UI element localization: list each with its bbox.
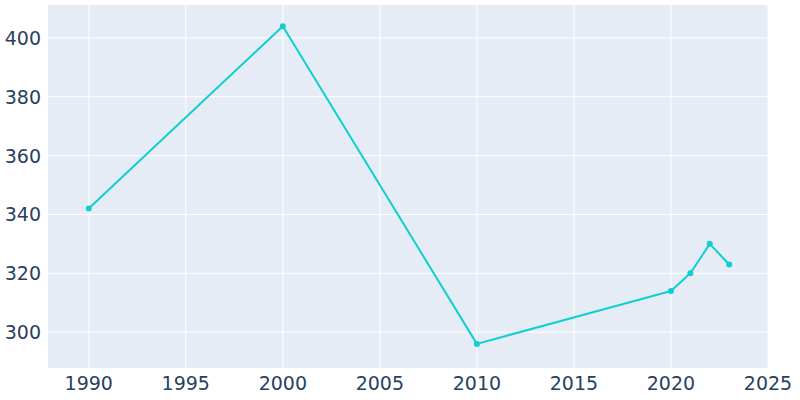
marker	[474, 341, 480, 347]
marker	[726, 261, 732, 267]
y-grid-line	[48, 96, 768, 97]
x-tick-label: 2000	[259, 372, 307, 394]
y-tick-label: 380	[5, 86, 41, 108]
marker	[668, 288, 674, 294]
y-tick-label: 400	[5, 27, 41, 49]
y-tick-label: 300	[5, 321, 41, 343]
y-tick-label: 340	[5, 203, 41, 225]
x-grid-line	[573, 5, 574, 368]
x-grid-line	[670, 5, 671, 368]
plot-background	[48, 5, 768, 368]
x-tick-label: 2010	[453, 372, 501, 394]
grid	[48, 5, 768, 368]
y-grid-line	[48, 273, 768, 274]
chart-svg: 1990 1995 2000 2005 2010 2015 2020 2025 300 320 34…	[0, 0, 800, 400]
y-grid-line	[48, 332, 768, 333]
x-tick-label: 2025	[744, 372, 792, 394]
y-grid-line	[48, 155, 768, 156]
x-grid-line	[88, 5, 89, 368]
x-grid-line	[185, 5, 186, 368]
line	[89, 26, 729, 344]
y-grid-line	[48, 214, 768, 215]
y-grid-line	[48, 37, 768, 38]
x-tick-label: 1995	[162, 372, 210, 394]
x-grid-line	[476, 5, 477, 368]
x-grid-line	[282, 5, 283, 368]
x-tick-label: 1990	[65, 372, 113, 394]
x-tick-label: 2020	[647, 372, 695, 394]
chart-container: 1990 1995 2000 2005 2010 2015 2020 2025 300 320 34…	[0, 0, 800, 400]
data-group	[86, 23, 732, 347]
marker	[280, 23, 286, 29]
x-tick-label: 2015	[550, 372, 598, 394]
marker	[707, 241, 713, 247]
x-grid-line	[768, 5, 769, 368]
marker	[687, 270, 693, 276]
y-tick-label: 320	[5, 262, 41, 284]
y-tick-label: 360	[5, 145, 41, 167]
marker	[86, 206, 92, 212]
x-tick-label: 2005	[356, 372, 404, 394]
tick-labels: 1990 1995 2000 2005 2010 2015 2020 2025 300 320 34…	[5, 27, 792, 394]
